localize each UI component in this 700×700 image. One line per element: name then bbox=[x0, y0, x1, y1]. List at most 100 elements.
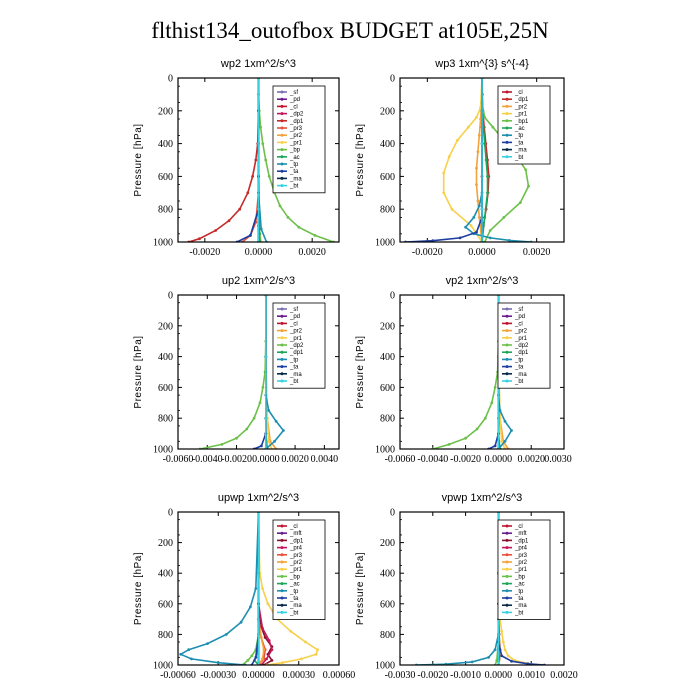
legend-label: _pr4 bbox=[289, 546, 303, 552]
x-tick-label: 0.0030 bbox=[544, 454, 572, 465]
series-line-tp bbox=[178, 512, 260, 665]
legend-marker bbox=[280, 307, 284, 311]
legend-label: _pr1 bbox=[514, 336, 528, 342]
data-point bbox=[518, 201, 522, 205]
data-point bbox=[486, 175, 489, 178]
legend-label: _tp bbox=[289, 357, 299, 363]
legend-marker bbox=[505, 538, 509, 542]
legend: _cl_mft_dp1_pr4_pr3_pr2_pr1_bp_ac_tp_ta_… bbox=[272, 519, 326, 620]
y-tick-label: 800 bbox=[380, 205, 395, 216]
data-point bbox=[264, 416, 268, 420]
series-line-pr1 bbox=[257, 512, 319, 665]
legend-label: _pr4 bbox=[514, 546, 528, 552]
panel-2: wp3 1xm^{3} s^{-4} Pressure [hPa] 0 200 400 6… bbox=[355, 58, 565, 258]
data-point bbox=[442, 191, 446, 195]
data-point bbox=[498, 409, 502, 412]
data-point bbox=[506, 654, 510, 658]
legend-marker bbox=[505, 531, 509, 535]
series-line-tp bbox=[416, 512, 500, 665]
legend-label: _pr3 bbox=[514, 553, 528, 559]
data-point bbox=[282, 429, 285, 432]
data-point bbox=[264, 158, 268, 162]
legend-label: _tp bbox=[289, 162, 299, 168]
legend-marker bbox=[280, 524, 284, 528]
data-point bbox=[477, 204, 481, 208]
y-axis-label: Pressure [hPa] bbox=[133, 552, 144, 625]
data-point bbox=[490, 401, 494, 405]
data-point bbox=[214, 229, 218, 232]
legend-marker bbox=[280, 97, 284, 101]
legend-marker bbox=[505, 582, 509, 586]
legend-marker bbox=[505, 603, 509, 607]
data-point bbox=[510, 429, 513, 432]
x-tick-label: -0.0040 bbox=[417, 454, 448, 465]
legend-label: _mft bbox=[514, 531, 527, 537]
data-point bbox=[493, 386, 497, 389]
panel-title: upwp 1xm^2/s^3 bbox=[218, 492, 299, 504]
x-tick-label: 0.0020 bbox=[281, 454, 309, 465]
legend-label: _ta bbox=[514, 596, 524, 602]
data-point bbox=[480, 207, 484, 211]
data-point bbox=[198, 237, 201, 241]
legend-marker bbox=[505, 307, 509, 311]
data-point bbox=[503, 419, 507, 423]
data-point bbox=[261, 657, 264, 661]
data-point bbox=[500, 629, 504, 633]
legend-marker bbox=[280, 553, 284, 557]
x-tick-label: 0.0020 bbox=[523, 247, 551, 258]
series-group bbox=[404, 78, 533, 242]
legend-marker bbox=[505, 155, 509, 159]
legend-marker bbox=[505, 567, 509, 571]
legend-marker bbox=[505, 372, 509, 376]
y-tick-label: 400 bbox=[380, 139, 395, 150]
legend: _sf_pd_cl _pr2_pr1_dp2_dp1_tp _ta_ma_bt bbox=[272, 302, 326, 389]
data-point bbox=[458, 236, 462, 240]
data-point bbox=[469, 224, 473, 228]
data-point bbox=[527, 184, 530, 188]
data-point bbox=[257, 571, 260, 575]
data-point bbox=[442, 171, 446, 175]
panel-title: vpwp 1xm^2/s^3 bbox=[442, 492, 523, 504]
data-point bbox=[300, 657, 303, 661]
plot-frame bbox=[399, 511, 565, 666]
data-point bbox=[488, 236, 492, 240]
x-tick-label: -0.0060 bbox=[385, 454, 416, 465]
x-tick-label: -0.0020 bbox=[450, 454, 481, 465]
data-point bbox=[431, 239, 435, 242]
y-tick-label: 1000 bbox=[153, 445, 173, 456]
data-point bbox=[262, 648, 266, 652]
data-point bbox=[316, 648, 319, 652]
panel-3: up2 1xm^2/s^3 Pressure [hPa] 0 200 400 600 800… bbox=[133, 275, 340, 465]
y-tick-label: 400 bbox=[158, 569, 173, 580]
data-point bbox=[251, 175, 255, 178]
legend-marker bbox=[280, 603, 284, 607]
data-point bbox=[476, 150, 480, 154]
y-tick-label: 200 bbox=[158, 106, 173, 117]
data-point bbox=[246, 191, 250, 195]
data-point bbox=[224, 633, 228, 636]
legend-marker bbox=[280, 162, 284, 166]
data-point bbox=[497, 633, 500, 636]
legend-label: _cl bbox=[514, 90, 523, 96]
y-tick-label: 0 bbox=[390, 291, 395, 302]
legend-label: _pr1 bbox=[289, 567, 303, 573]
legend-label: _pr2 bbox=[514, 104, 528, 110]
x-tick-label: -0.0060 bbox=[163, 454, 194, 465]
legend-marker bbox=[280, 546, 284, 550]
figure-title: flthist134_outofbox BUDGET at105E,25N bbox=[151, 18, 549, 43]
y-tick-label: 400 bbox=[158, 352, 173, 363]
y-tick-label: 200 bbox=[158, 538, 173, 549]
x-tick-label: -0.0020 bbox=[221, 454, 252, 465]
series-group bbox=[198, 295, 285, 449]
legend-marker bbox=[280, 350, 284, 354]
legend-label: _pr1 bbox=[289, 140, 303, 146]
legend-label: _ma bbox=[514, 603, 527, 609]
data-point bbox=[510, 659, 513, 663]
legend-label: _ma bbox=[514, 148, 527, 154]
legend-marker bbox=[505, 314, 509, 318]
legend-marker bbox=[505, 365, 509, 369]
panel-title: up2 1xm^2/s^3 bbox=[222, 275, 295, 287]
data-point bbox=[450, 207, 454, 211]
data-point bbox=[486, 191, 489, 195]
